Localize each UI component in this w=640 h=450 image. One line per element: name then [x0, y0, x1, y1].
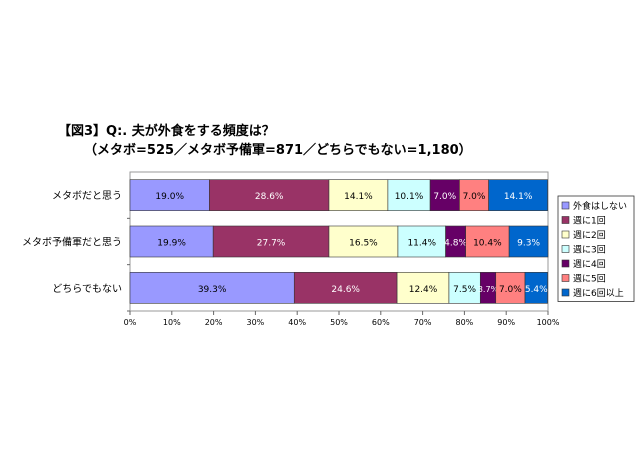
data-label: 28.6%: [255, 192, 284, 202]
bar-segment: [495, 272, 526, 304]
bar-segment: [212, 225, 330, 258]
data-label: 39.3%: [198, 285, 227, 295]
category-label: メタボ予備軍だと思う: [22, 236, 122, 249]
chart-title: 【図3】Q:. 夫が外食をする頻度は？: [58, 124, 275, 139]
data-label: 10.4%: [473, 239, 502, 249]
bar-segment: [293, 272, 398, 304]
x-tick-label: 60%: [372, 318, 390, 327]
legend-swatch: [561, 201, 570, 210]
data-label: 7.0%: [433, 192, 456, 202]
legend: [557, 195, 635, 302]
x-tick-label: 80%: [456, 318, 474, 327]
legend-label: 週に1回: [573, 216, 606, 227]
x-tick-label: 100%: [537, 318, 560, 327]
data-label: 27.7%: [257, 239, 286, 249]
data-label: 16.5%: [349, 239, 378, 249]
legend-label: 週に4回: [573, 259, 606, 270]
chart-subtitle: （メタボ=525／メタボ予備軍=871／どちらでもない=1,180）: [84, 143, 472, 158]
x-tick-label: 50%: [330, 318, 348, 327]
data-label: 5.4%: [525, 285, 548, 295]
data-label: 7.0%: [463, 192, 486, 202]
data-label: 4.8%: [444, 239, 467, 249]
data-label: 9.3%: [517, 239, 540, 249]
legend-swatch: [561, 288, 570, 297]
bar-segment: [387, 179, 431, 211]
data-label: 12.4%: [409, 285, 438, 295]
data-label: 19.0%: [155, 192, 184, 202]
bar-segment: [508, 225, 549, 258]
data-label: 19.9%: [157, 239, 186, 249]
x-tick-label: 90%: [497, 318, 515, 327]
bar-segment: [328, 179, 389, 211]
bar-segment: [129, 225, 214, 258]
data-label: 3.7%: [478, 285, 499, 294]
legend-label: 週に5回: [573, 274, 606, 285]
x-tick-label: 20%: [205, 318, 223, 327]
bar-segment: [129, 179, 210, 211]
data-label: 14.1%: [344, 192, 373, 202]
legend-label: 週に3回: [573, 245, 606, 256]
category-label: どちらでもない: [52, 283, 122, 295]
bar-segment: [459, 179, 489, 211]
bar-segment: [524, 272, 548, 304]
data-label: 7.5%: [453, 285, 476, 295]
data-label: 11.4%: [407, 239, 436, 249]
legend-swatch: [561, 274, 570, 282]
bar-segment: [429, 179, 460, 211]
legend-swatch: [561, 259, 570, 268]
x-tick-label: 70%: [414, 318, 432, 327]
data-label: 14.1%: [504, 192, 533, 202]
bar-segment: [448, 272, 481, 304]
bar-segment: [328, 225, 399, 258]
data-label: 7.0%: [499, 285, 522, 295]
x-tick-label: 10%: [163, 318, 181, 327]
bar-segment: [209, 179, 330, 211]
bar-segment: [396, 272, 450, 304]
x-tick-label: 0%: [124, 318, 137, 327]
legend-label: 週に6回以上: [573, 288, 624, 299]
legend-swatch: [561, 230, 570, 239]
category-label: メタボだと思う: [52, 190, 122, 202]
legend-label: 週に2回: [573, 230, 606, 241]
x-tick-label: 40%: [288, 318, 306, 327]
bar-segment: [129, 272, 295, 304]
bar-segment: [465, 225, 510, 258]
bar-segment: [488, 179, 548, 211]
data-label: 24.6%: [331, 285, 360, 295]
legend-swatch: [561, 216, 570, 224]
bar-segment: [397, 225, 446, 258]
legend-swatch: [561, 245, 570, 253]
x-tick-label: 30%: [247, 318, 265, 327]
data-label: 10.1%: [395, 192, 424, 202]
legend-label: 外食はしない: [573, 200, 627, 212]
